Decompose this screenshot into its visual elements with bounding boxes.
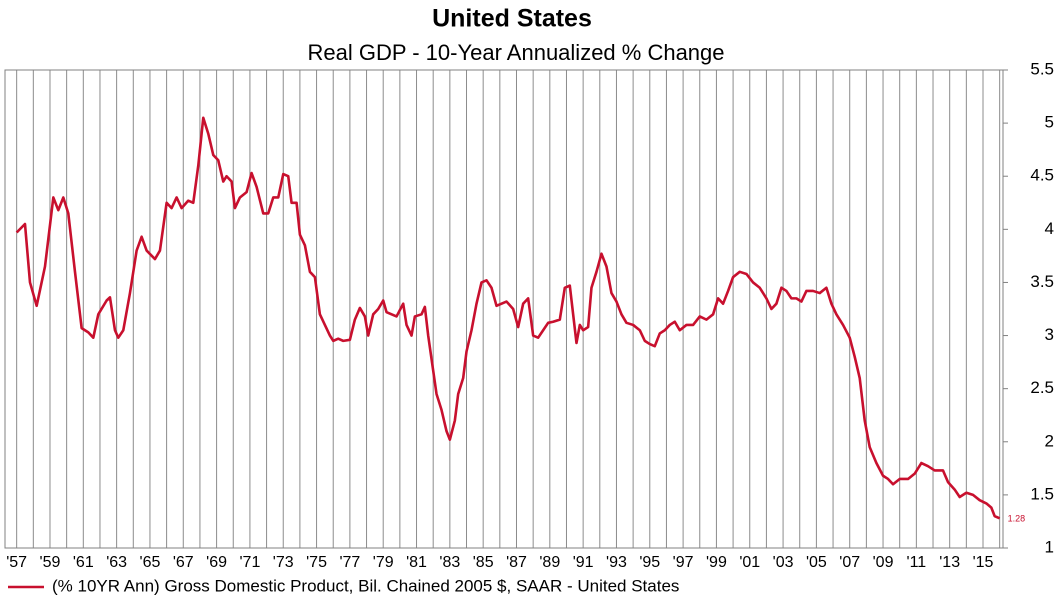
y-tick-label: 3.5 xyxy=(1030,272,1054,291)
plot-frame xyxy=(4,69,1004,549)
y-tick-label: 2 xyxy=(1045,431,1054,450)
x-tick-label: '69 xyxy=(206,554,227,571)
x-tick-label: '89 xyxy=(539,554,560,571)
x-tick-label: '05 xyxy=(806,554,827,571)
marks: 1.28 (% 10YR Ann) Gross Domestic Product,… xyxy=(8,116,1026,595)
x-tick-label: '97 xyxy=(673,554,694,571)
x-tick-label: '07 xyxy=(839,554,860,571)
x-tick-label: '71 xyxy=(239,554,260,571)
x-tick-label: '09 xyxy=(873,554,894,571)
x-tick-label: '85 xyxy=(473,554,494,571)
chart-title: United States xyxy=(432,5,592,33)
x-tick-label: '99 xyxy=(706,554,727,571)
x-tick-label: '67 xyxy=(173,554,194,571)
x-tick-label: '73 xyxy=(273,554,294,571)
x-tick-label: '03 xyxy=(773,554,794,571)
y-tick-label: 4.5 xyxy=(1030,166,1054,185)
grid: 1 1.5 2 2.5 3 3.5 4 4.5 5 5.5 '57 '59 '61 '63 '65 '67 '6… xyxy=(6,59,1054,571)
x-tick-label: '81 xyxy=(406,554,427,571)
x-tick-label: '63 xyxy=(106,554,127,571)
x-tick-label: '79 xyxy=(373,554,394,571)
data-line xyxy=(15,116,1001,520)
x-tick-label: '95 xyxy=(639,554,660,571)
y-tick-label: 5 xyxy=(1045,113,1054,132)
x-tick-label: '15 xyxy=(973,554,994,571)
y-tick-label: 5.5 xyxy=(1030,59,1054,78)
y-tick-label: 1 xyxy=(1045,537,1054,556)
y-tick-label: 2.5 xyxy=(1030,378,1054,397)
x-tick-label: '13 xyxy=(939,554,960,571)
x-tick-label: '11 xyxy=(907,554,927,571)
x-tick-label: '77 xyxy=(339,554,360,571)
x-tick-label: '57 xyxy=(6,554,27,571)
y-tick-label: 3 xyxy=(1045,325,1054,344)
x-tick-label: '61 xyxy=(73,554,94,571)
x-tick-label: '93 xyxy=(606,554,627,571)
legend-label: (% 10YR Ann) Gross Domestic Product, Bil… xyxy=(52,576,679,595)
data-label: 1.28 xyxy=(1008,514,1026,524)
y-tick-label: 1.5 xyxy=(1030,484,1054,503)
x-tick-label: '83 xyxy=(439,554,460,571)
chart-subtitle: Real GDP - 10-Year Annualized % Change xyxy=(307,40,724,65)
x-tick-label: '59 xyxy=(40,554,61,571)
x-tick-label: '01 xyxy=(739,554,760,571)
x-tick-label: '75 xyxy=(306,554,327,571)
x-tick-label: '65 xyxy=(140,554,161,571)
x-tick-label: '87 xyxy=(506,554,527,571)
y-tick-label: 4 xyxy=(1045,219,1054,238)
x-tick-label: '91 xyxy=(573,554,594,571)
